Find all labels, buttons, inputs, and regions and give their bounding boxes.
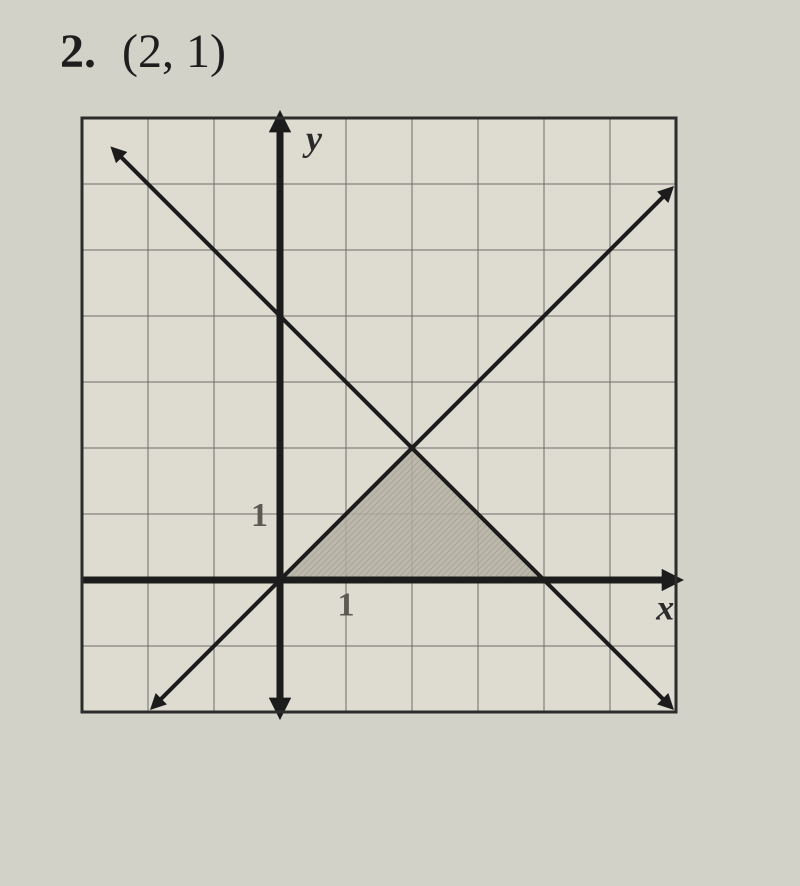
- svg-text:x: x: [655, 588, 674, 628]
- svg-text:y: y: [302, 118, 323, 158]
- graph-container: 1 1 y x: [74, 110, 760, 720]
- coordinate-label: (2, 1): [122, 28, 226, 76]
- svg-text:1: 1: [338, 587, 355, 624]
- problem-heading: 2. (2, 1): [60, 28, 760, 76]
- coordinate-graph: 1 1 y x: [74, 110, 684, 720]
- problem-number: 2.: [60, 28, 96, 76]
- svg-text:1: 1: [251, 497, 268, 534]
